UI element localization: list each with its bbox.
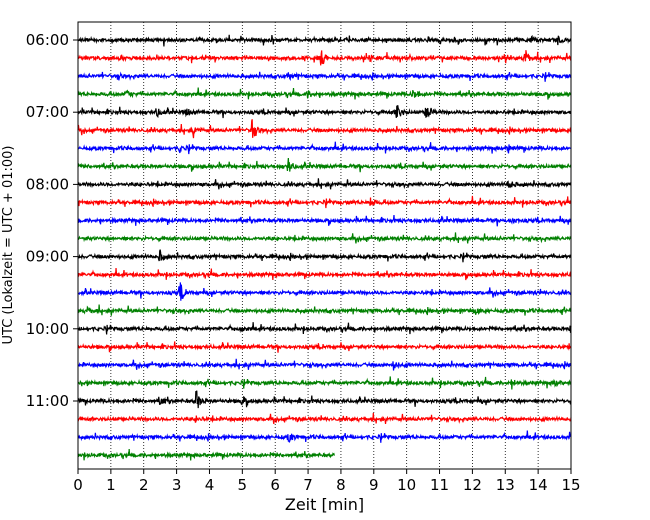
x-tick-label-2: 2 [139, 476, 149, 494]
trace-line-16 [77, 322, 572, 335]
trace-line-1 [77, 50, 572, 66]
trace-line-5 [77, 119, 572, 139]
y-axis-label: UTC (Lokalzeit = UTC + 01:00) [1, 146, 16, 345]
trace-line-23 [77, 449, 335, 461]
x-tick-label-0: 0 [73, 476, 83, 494]
trace-line-9 [77, 195, 572, 209]
trace-line-7 [77, 158, 572, 173]
x-tick-label-9: 9 [369, 476, 379, 494]
trace-line-21 [77, 412, 572, 425]
trace-line-18 [77, 358, 572, 371]
x-tick-label-8: 8 [336, 476, 346, 494]
x-tick-label-12: 12 [463, 476, 482, 494]
x-tick-label-6: 6 [270, 476, 280, 494]
trace-line-11 [77, 232, 572, 244]
x-axis-label: Zeit [min] [285, 495, 364, 514]
plot-frame [77, 21, 572, 470]
y-tick-label-1: 07:00 [26, 103, 69, 121]
seismic-traces [77, 34, 572, 461]
trace-line-4 [77, 105, 572, 119]
trace-line-3 [77, 87, 572, 100]
trace-line-10 [77, 214, 572, 227]
grid-lines [110, 22, 539, 469]
x-tick-label-13: 13 [496, 476, 515, 494]
x-tick-label-5: 5 [238, 476, 248, 494]
trace-line-19 [77, 376, 572, 390]
trace-line-22 [77, 430, 572, 444]
trace-line-0 [77, 34, 572, 47]
x-tick-label-15: 15 [561, 476, 580, 494]
x-tick-label-4: 4 [205, 476, 215, 494]
y-tick-label-3: 09:00 [26, 248, 69, 266]
y-tick-label-2: 08:00 [26, 175, 69, 193]
trace-line-17 [77, 341, 572, 353]
axis-ticks: 0 1 2 3 4 5 6 7 8 9 10 11 12 13 14 1506:0007:0008:0009:… [26, 31, 581, 494]
x-tick-label-3: 3 [172, 476, 182, 494]
x-tick-label-11: 11 [430, 476, 449, 494]
trace-line-13 [77, 268, 572, 281]
trace-line-20 [77, 390, 572, 409]
trace-line-2 [77, 71, 572, 82]
x-tick-label-14: 14 [529, 476, 548, 494]
trace-line-6 [77, 141, 572, 155]
x-tick-label-1: 1 [106, 476, 116, 494]
y-tick-label-0: 06:00 [26, 31, 69, 49]
trace-line-14 [77, 282, 572, 301]
trace-line-15 [77, 304, 572, 316]
trace-line-8 [77, 178, 572, 190]
x-tick-label-7: 7 [303, 476, 313, 494]
trace-line-12 [77, 249, 572, 263]
y-tick-label-5: 11:00 [26, 392, 69, 410]
x-tick-label-10: 10 [397, 476, 416, 494]
y-tick-label-4: 10:00 [26, 320, 69, 338]
